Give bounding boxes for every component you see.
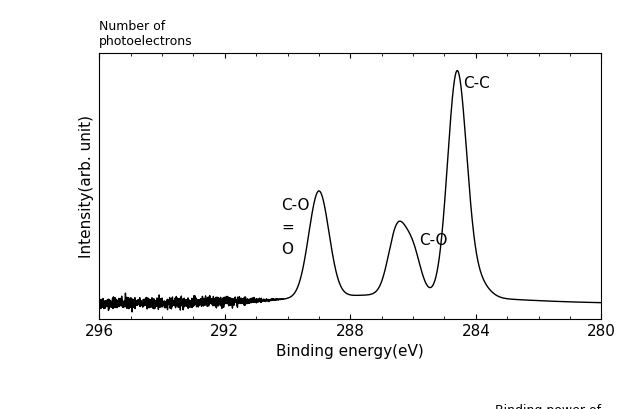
Text: C-C: C-C (463, 76, 490, 91)
Text: C-O: C-O (419, 233, 448, 248)
Text: Binding power of
electron: Binding power of electron (495, 404, 601, 409)
Text: =: = (281, 220, 294, 235)
Y-axis label: Intensity(arb. unit): Intensity(arb. unit) (79, 115, 94, 258)
Text: O: O (281, 242, 293, 257)
Text: Number of
photoelectrons: Number of photoelectrons (99, 20, 193, 48)
Text: C-O: C-O (281, 198, 310, 213)
X-axis label: Binding energy(eV): Binding energy(eV) (277, 344, 424, 360)
